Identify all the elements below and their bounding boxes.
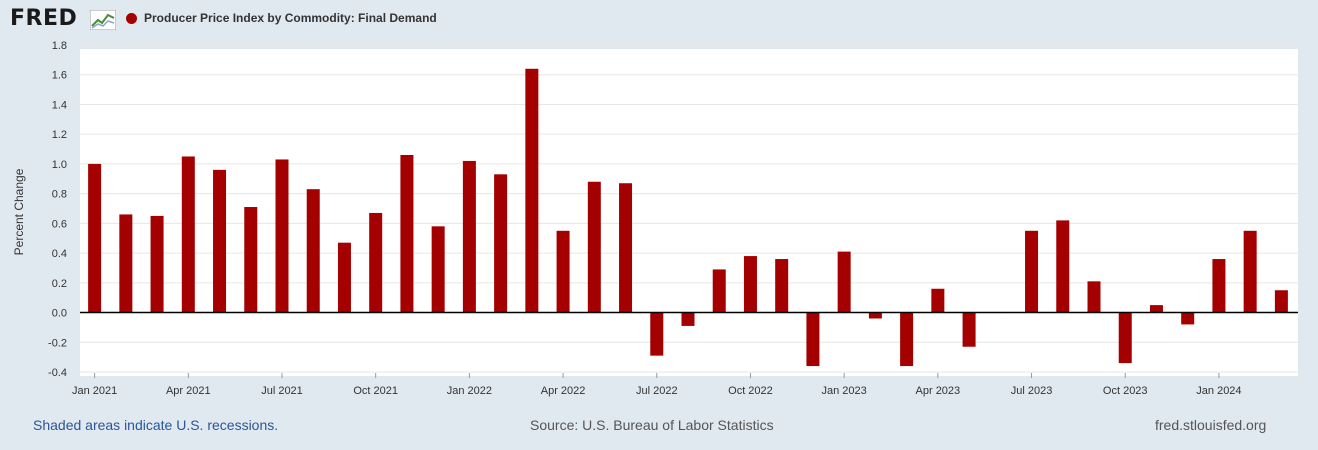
x-tick-label: Oct 2021 [353,385,398,397]
bar [213,169,227,313]
fred-logo[interactable]: FRED [10,6,78,31]
bar [244,207,258,313]
site-link[interactable]: fred.stlouisfed.org [1155,417,1267,433]
x-tick-label: Jul 2021 [261,385,303,397]
bar [369,212,383,313]
bar [1056,220,1070,313]
bar [806,312,820,367]
bar [619,183,633,313]
y-tick-label: 1.2 [52,129,67,141]
bar [181,156,195,313]
bar [337,242,351,313]
x-axis-ticks: Jan 2021 Apr 2021 Jul 2021 Oct 2021 Jan 2022… [72,373,1242,397]
x-tick-label: Jan 2024 [1196,385,1241,397]
x-tick-label: Apr 2022 [541,385,586,397]
x-tick-label: Apr 2021 [166,385,211,397]
bar [1118,312,1132,364]
bar [119,214,133,313]
y-tick-label: 0.0 [52,308,67,320]
source-note: Source: U.S. Bureau of Labor Statistics [530,417,774,433]
bar [962,312,976,347]
bar [1243,230,1257,313]
legend-series-title[interactable]: Producer Price Index by Commodity: Final… [144,11,437,25]
bar [556,230,570,313]
bar [712,269,726,313]
bar [931,288,945,313]
bar [150,215,164,313]
y-tick-label: 0.2 [52,278,67,290]
bar [1181,312,1195,325]
bar [1274,290,1288,313]
x-tick-label: Jan 2023 [822,385,867,397]
y-tick-label: -0.4 [48,367,67,379]
y-tick-label: -0.2 [48,337,67,349]
bar [775,259,789,313]
y-tick-label: 1.0 [52,159,67,171]
bars [80,68,1298,367]
bar [868,312,882,319]
x-tick-label: Jan 2021 [72,385,117,397]
x-tick-label: Oct 2022 [728,385,773,397]
x-tick-label: Jan 2022 [447,385,492,397]
bar [1149,305,1163,313]
bar [1212,259,1226,313]
bar [400,154,414,313]
x-tick-label: Oct 2023 [1103,385,1148,397]
bar [587,181,601,313]
y-axis-label: Percent Change [12,168,26,255]
x-tick-label: Apr 2023 [916,385,961,397]
bar [494,174,508,313]
bar [431,226,445,313]
y-axis-ticks: -0.4 -0.2 0.0 0.2 0.4 0.6 0.8 1.0 1.2 1.4 1.6 1.8 [48,40,67,379]
plot-area [80,49,1298,376]
bar [743,256,757,313]
y-tick-label: 0.8 [52,189,67,201]
bar [462,160,476,313]
y-tick-label: 0.4 [52,248,67,260]
bar [1087,281,1101,313]
bar [681,312,695,326]
bar [650,312,664,356]
x-tick-label: Jul 2023 [1011,385,1053,397]
fred-logo-chart-icon [90,10,116,30]
legend-marker [126,13,137,24]
bar [88,163,102,313]
bar [837,251,851,313]
y-tick-label: 1.6 [52,70,67,82]
bar [525,68,539,313]
bar [1025,230,1039,313]
bar [306,189,320,313]
y-tick-label: 1.8 [52,40,67,52]
bar [275,159,289,313]
y-tick-label: 1.4 [52,99,67,111]
y-tick-label: 0.6 [52,218,67,230]
bar [900,312,914,367]
recession-note: Shaded areas indicate U.S. recessions. [33,417,279,433]
x-tick-label: Jul 2022 [636,385,678,397]
chart: -0.4 -0.2 0.0 0.2 0.4 0.6 0.8 1.0 1.2 1.4 1.6 1.8 J… [12,40,1298,397]
